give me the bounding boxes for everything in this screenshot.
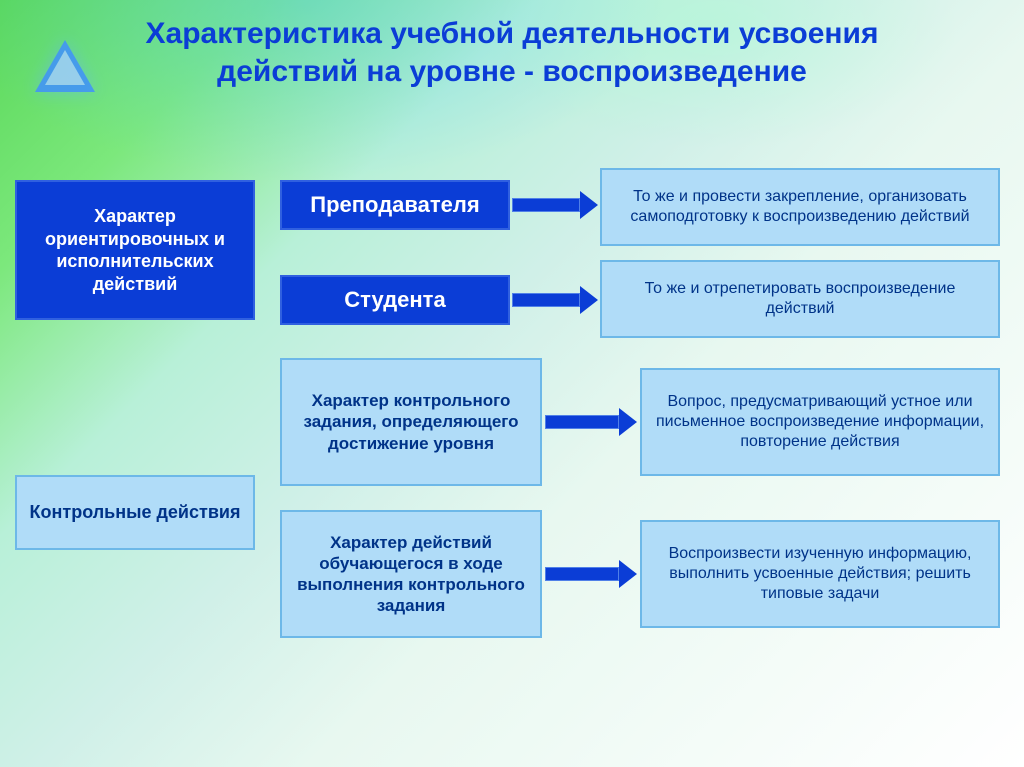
box-label: Контрольные действия [30,501,241,524]
arrow-icon [512,288,598,312]
box-learner-desc: Воспроизвести изученную информацию, выпо… [640,520,1000,628]
box-label: Характер действий обучающегося в ходе вы… [294,532,528,617]
box-label: Характер контрольного задания, определяю… [294,390,528,454]
box-label: Характер ориентировочных и исполнительск… [29,205,241,295]
box-control-task: Характер контрольного задания, определяю… [280,358,542,486]
diagram-content: Характеристика учебной деятельности усво… [0,0,1024,767]
arrow-icon [545,410,637,434]
box-label: Воспроизвести изученную информацию, выпо… [654,544,986,604]
box-teacher: Преподавателя [280,180,510,230]
box-label: То же и провести закрепление, организова… [614,187,986,227]
page-title: Характеристика учебной деятельности усво… [0,0,1024,100]
box-control-actions: Контрольные действия [15,475,255,550]
box-label: То же и отрепетировать воспроизведение д… [614,279,986,319]
arrow-icon [512,193,598,217]
arrow-icon [545,562,637,586]
box-label: Вопрос, предусматривающий устное или пис… [654,392,986,452]
box-label: Студента [344,286,445,314]
box-character-actions: Характер ориентировочных и исполнительск… [15,180,255,320]
box-student-desc: То же и отрепетировать воспроизведение д… [600,260,1000,338]
box-learner-actions: Характер действий обучающегося в ходе вы… [280,510,542,638]
box-student: Студента [280,275,510,325]
box-teacher-desc: То же и провести закрепление, организова… [600,168,1000,246]
box-control-task-desc: Вопрос, предусматривающий устное или пис… [640,368,1000,476]
box-label: Преподавателя [310,191,479,219]
